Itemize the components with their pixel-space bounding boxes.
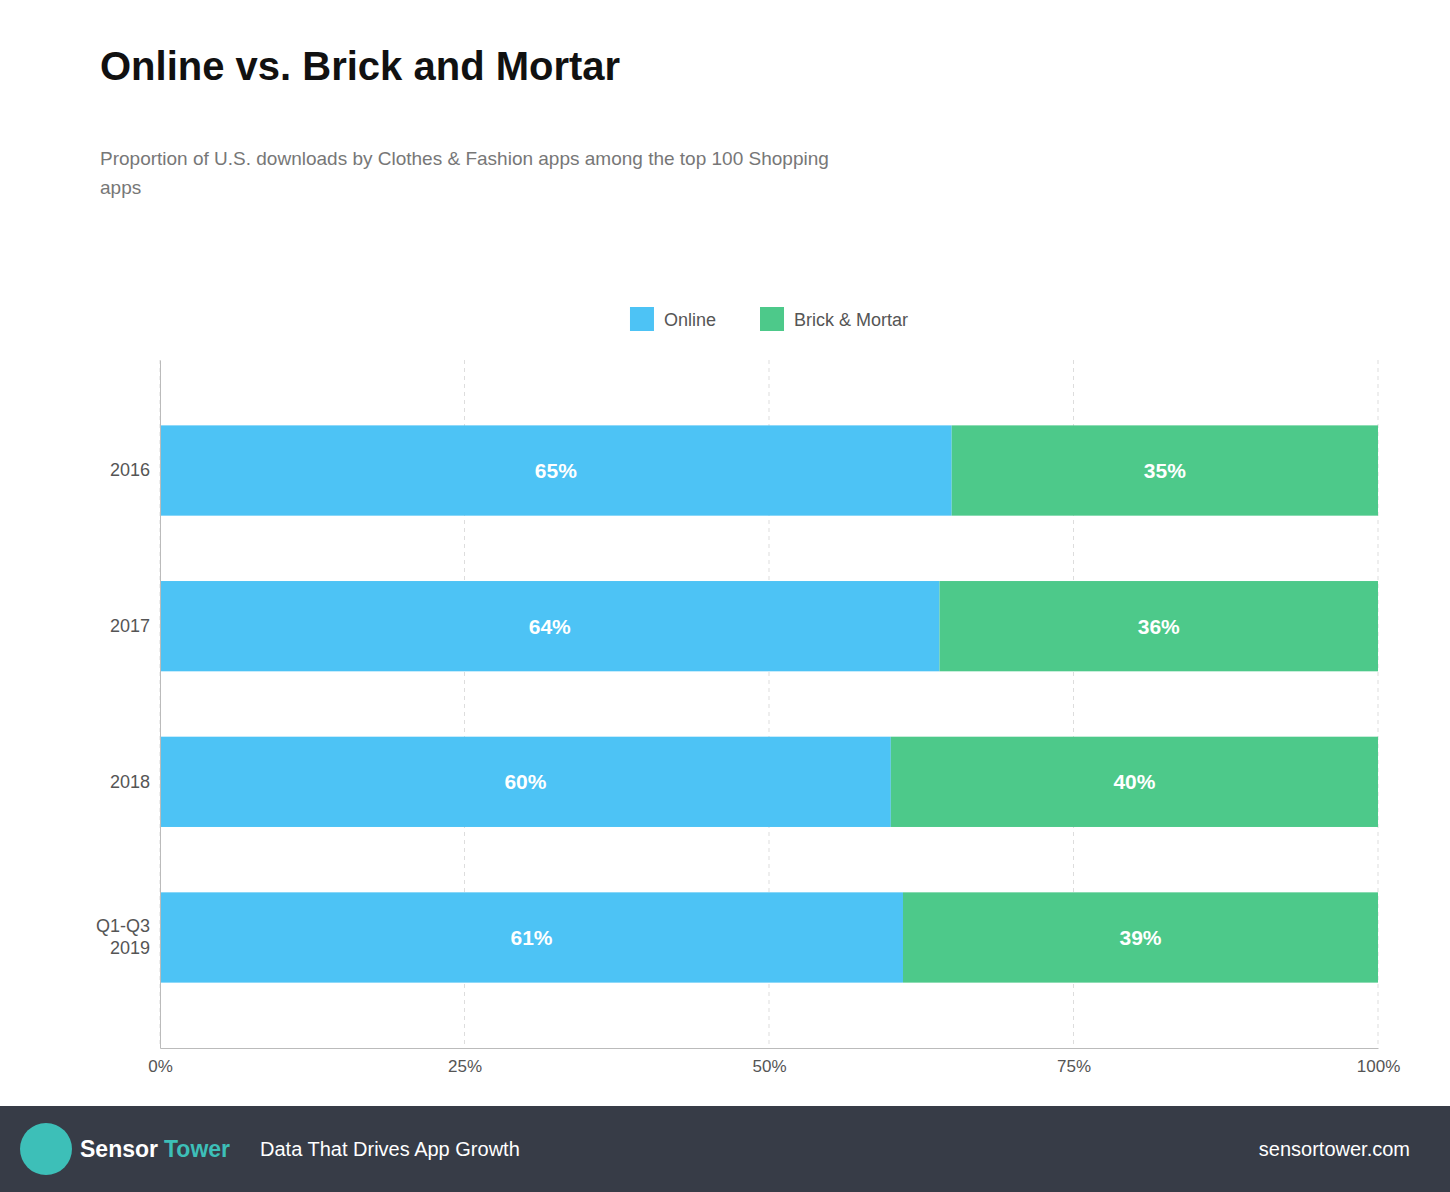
y-tick-label-line: 2019 — [110, 938, 150, 958]
series — [160, 425, 952, 982]
bar — [891, 737, 1378, 827]
legend-swatch — [760, 307, 784, 331]
footer-brand: Tower — [164, 1136, 230, 1162]
title: Online vs. Brick and Mortar — [100, 44, 620, 88]
y-tick: 2018 — [110, 772, 160, 792]
x-tick: 0% — [148, 1048, 173, 1076]
footer-url: sensortower.com — [1259, 1138, 1410, 1160]
x-tick-label: 0% — [148, 1057, 173, 1076]
data-label: 64% — [529, 615, 571, 638]
y-tick-label-line: Q1-Q3 — [96, 916, 150, 936]
data-label: 40% — [1113, 770, 1155, 793]
y-tick: 2016 — [110, 460, 160, 480]
y-tick: Q1-Q32019 — [96, 916, 160, 958]
data-label: 60% — [504, 770, 546, 793]
y-axis-line — [160, 361, 161, 1049]
plot: 65% 64% 60% 61% 35% 36% 40% 39% 0% 25% 50% 75% 100% 2… — [96, 360, 1400, 1076]
data-label: 65% — [535, 459, 577, 482]
footer-bar — [0, 1106, 1450, 1192]
data-label: 39% — [1119, 926, 1161, 949]
x-axis: 0% 25% 50% 75% 100% — [148, 1048, 1400, 1076]
bar — [903, 892, 1378, 982]
series — [891, 425, 1378, 982]
chart: Online vs. Brick and Mortar Proportion of… — [0, 0, 1450, 1192]
y-tick-label: 2017 — [110, 616, 150, 636]
data-label: 61% — [510, 926, 552, 949]
legend: Online Brick & Mortar — [630, 307, 908, 331]
y-tick-label: 2018 — [110, 772, 150, 792]
footer-brand: Sensor — [80, 1136, 158, 1162]
subtitle-line: apps — [100, 177, 141, 198]
bar — [160, 581, 940, 671]
subtitle-line: Proportion of U.S. downloads by Clothes … — [100, 148, 829, 169]
legend-swatch — [630, 307, 654, 331]
x-tick: 100% — [1357, 1048, 1400, 1076]
x-tick: 50% — [752, 1048, 786, 1076]
bar — [160, 425, 952, 515]
x-tick-label: 25% — [448, 1057, 482, 1076]
legend-label: Online — [664, 310, 716, 330]
footer-icon — [20, 1123, 72, 1175]
bars — [160, 425, 1378, 982]
grid-line — [160, 360, 161, 1048]
y-tick: 2017 — [110, 616, 160, 636]
footer: SensorTower Data That Drives App Growth se… — [0, 1106, 1450, 1192]
y-tick-label: Q1-Q32019 — [96, 916, 150, 958]
x-tick: 75% — [1057, 1048, 1091, 1076]
legend-item: Online — [630, 307, 716, 331]
bar — [940, 581, 1378, 671]
data-label: 36% — [1138, 615, 1180, 638]
data-label: 35% — [1144, 459, 1186, 482]
bar — [952, 425, 1378, 515]
y-tick-label: 2016 — [110, 460, 150, 480]
subtitle: Proportion of U.S. downloads by Clothes … — [100, 148, 829, 198]
x-tick-label: 50% — [752, 1057, 786, 1076]
footer-tagline: Data That Drives App Growth — [260, 1138, 520, 1160]
bar — [160, 737, 891, 827]
data-labels: 65% 64% 60% 61% 35% 36% 40% 39% — [504, 459, 1186, 949]
y-axis: 2016 2017 2018 Q1-Q32019 — [96, 361, 161, 1049]
legend-item: Brick & Mortar — [760, 307, 908, 331]
legend-label: Brick & Mortar — [794, 310, 908, 330]
bar — [160, 892, 903, 982]
x-axis-line — [161, 1048, 1379, 1049]
grid — [160, 360, 1378, 1048]
x-tick-label: 100% — [1357, 1057, 1400, 1076]
x-tick-label: 75% — [1057, 1057, 1091, 1076]
x-tick: 25% — [448, 1048, 482, 1076]
